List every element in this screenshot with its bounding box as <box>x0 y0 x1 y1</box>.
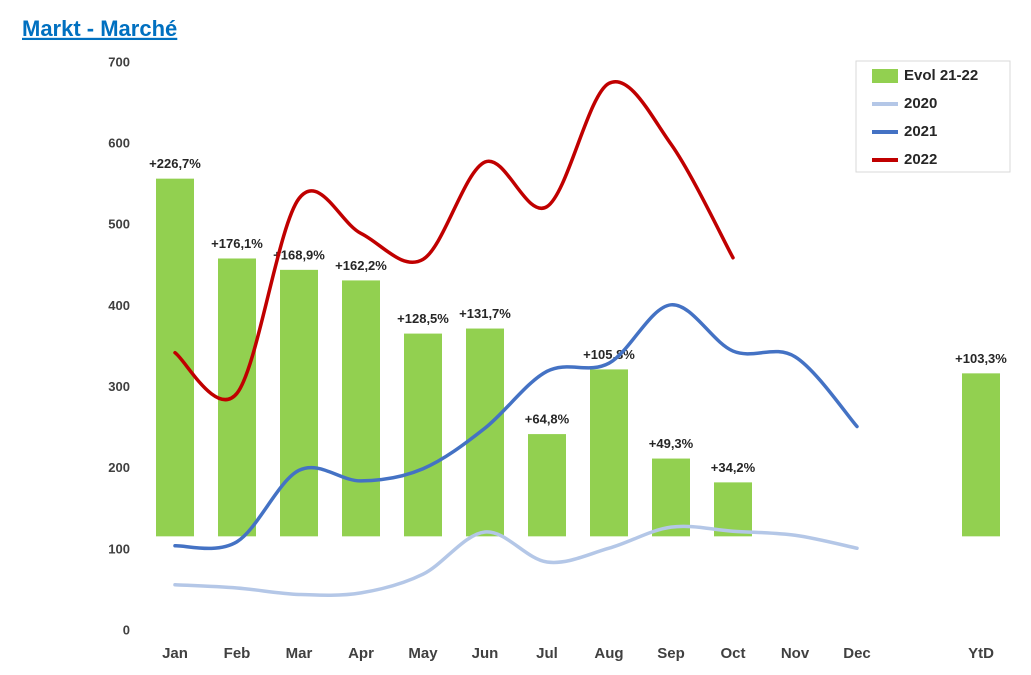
x-tick-label: Oct <box>720 645 745 662</box>
legend-label: 2022 <box>904 151 937 168</box>
x-tick-label: May <box>408 645 438 662</box>
data-label: +64,8% <box>525 412 570 427</box>
bar <box>528 434 566 537</box>
bar <box>962 373 1000 537</box>
bar <box>590 369 628 537</box>
bar <box>714 482 752 537</box>
y-tick-label: 600 <box>108 136 130 151</box>
x-tick-label: Aug <box>594 645 623 662</box>
legend-label: 2021 <box>904 123 937 140</box>
data-label: +128,5% <box>397 311 449 326</box>
bar <box>652 458 690 537</box>
line-series <box>173 303 859 551</box>
x-tick-label: Jul <box>536 645 558 662</box>
legend-label: Evol 21-22 <box>904 67 978 84</box>
data-label: +131,7% <box>459 306 511 321</box>
x-tick-label: Dec <box>843 645 871 662</box>
bar <box>404 333 442 537</box>
bar <box>342 280 380 537</box>
bar <box>156 178 194 537</box>
y-tick-label: 0 <box>123 622 130 637</box>
x-tick-label: Nov <box>781 645 810 662</box>
x-tick-label: YtD <box>968 645 994 662</box>
data-label: +49,3% <box>649 436 694 451</box>
bar <box>280 269 318 537</box>
x-tick-label: Feb <box>224 645 251 662</box>
data-label: +34,2% <box>711 460 756 475</box>
x-tick-label: Mar <box>286 645 313 662</box>
y-tick-label: 700 <box>108 54 130 69</box>
x-tick-label: Apr <box>348 645 374 662</box>
line-series <box>173 524 859 597</box>
x-tick-label: Jan <box>162 645 188 662</box>
bar <box>218 258 256 537</box>
bar <box>466 328 504 537</box>
line-series <box>173 79 735 402</box>
data-label: +226,7% <box>149 156 201 171</box>
y-tick-label: 400 <box>108 298 130 313</box>
y-tick-label: 100 <box>108 541 130 556</box>
x-tick-label: Sep <box>657 645 685 662</box>
x-tick-label: Jun <box>472 645 499 662</box>
legend-label: 2020 <box>904 95 937 112</box>
y-tick-label: 500 <box>108 217 130 232</box>
y-tick-label: 300 <box>108 379 130 394</box>
data-label: +162,2% <box>335 258 387 273</box>
legend-swatch <box>872 69 898 83</box>
data-label: +103,3% <box>955 351 1007 366</box>
data-label: +105,8% <box>583 347 635 362</box>
data-label: +168,9% <box>273 247 325 262</box>
page-title: Markt - Marché <box>22 16 177 41</box>
data-label: +176,1% <box>211 236 263 251</box>
y-tick-label: 200 <box>108 460 130 475</box>
